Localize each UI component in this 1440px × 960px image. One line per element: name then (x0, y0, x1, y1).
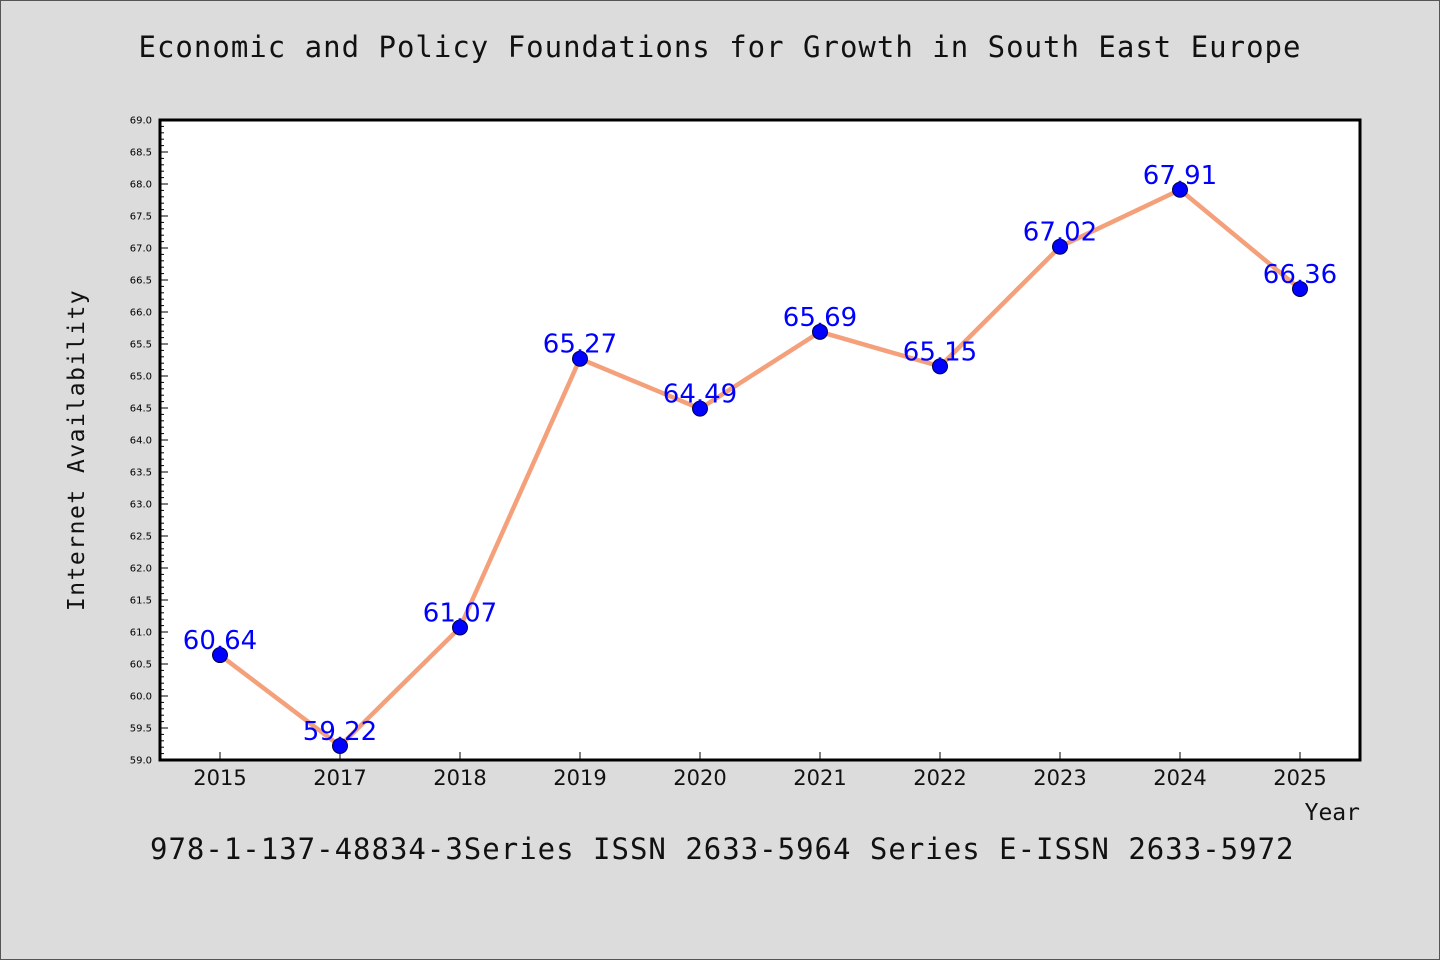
y-tick-label: 61.5 (130, 596, 152, 607)
data-point (1292, 280, 1308, 297)
y-tick-label: 65.5 (130, 340, 152, 351)
data-label: 64.49 (663, 380, 737, 410)
chart-title: Economic and Policy Foundations for Grow… (138, 30, 1302, 64)
x-tick-label: 2015 (193, 766, 246, 790)
y-tick-label: 68.5 (130, 148, 152, 159)
y-tick-label: 64.0 (130, 436, 152, 447)
footer-isbn-text: 978-1-137-48834-3Series ISSN 2633-5964 S… (150, 832, 1295, 866)
y-tick-label: 62.0 (130, 564, 152, 575)
y-tick-label: 67.5 (130, 212, 152, 223)
y-tick-label: 66.5 (130, 276, 152, 287)
x-tick-label: 2018 (433, 766, 486, 790)
x-tick-label: 2022 (913, 766, 966, 790)
x-tick-label: 2020 (673, 766, 726, 790)
data-label: 66.36 (1263, 260, 1337, 290)
x-tick-label: 2024 (1153, 766, 1206, 790)
data-label: 59.22 (303, 717, 377, 747)
data-label: 65.27 (543, 330, 617, 360)
data-label: 65.15 (903, 337, 977, 367)
data-point (572, 350, 588, 367)
data-point (452, 619, 468, 636)
x-tick-label: 2019 (553, 766, 606, 790)
data-label: 67.02 (1023, 218, 1097, 248)
x-tick-label: 2021 (793, 766, 846, 790)
data-point (1172, 181, 1188, 198)
x-tick-label: 2017 (313, 766, 366, 790)
y-tick-label: 59.5 (130, 724, 152, 735)
y-tick-label: 69.0 (130, 116, 152, 127)
plot-area (158, 118, 1362, 762)
x-tick-label: 2025 (1273, 766, 1326, 790)
y-tick-label: 63.0 (130, 500, 152, 511)
y-tick-label: 67.0 (130, 244, 152, 255)
y-tick-label: 59.0 (130, 756, 152, 767)
y-tick-label: 60.0 (130, 692, 152, 703)
y-tick-label: 63.5 (130, 468, 152, 479)
data-point (692, 400, 708, 417)
data-label: 65.69 (783, 303, 857, 333)
y-tick-label: 65.0 (130, 372, 152, 383)
x-axis-label: Year (1305, 800, 1360, 826)
data-point (812, 323, 828, 340)
data-point (932, 358, 948, 375)
series-line (217, 187, 1303, 749)
y-tick-label: 68.0 (130, 180, 152, 191)
y-tick-label: 60.5 (130, 660, 152, 671)
data-point (332, 737, 348, 754)
data-point (1052, 238, 1068, 255)
data-point (212, 647, 228, 664)
y-tick-label: 62.5 (130, 532, 152, 543)
x-tick-label: 2023 (1033, 766, 1086, 790)
y-tick-label: 66.0 (130, 308, 152, 319)
data-label: 67.91 (1143, 161, 1217, 191)
y-tick-label: 61.0 (130, 628, 152, 639)
data-label: 61.07 (423, 599, 497, 629)
y-tick-label: 64.5 (130, 404, 152, 415)
data-label: 60.64 (183, 626, 257, 656)
y-axis-label: Internet Availability (64, 289, 90, 611)
